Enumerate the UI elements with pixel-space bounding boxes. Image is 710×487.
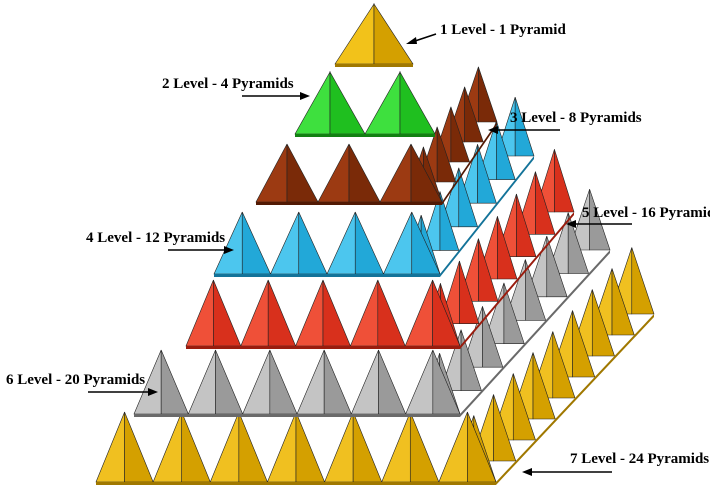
pyramid-layers bbox=[95, 2, 655, 485]
level-5-callout: 5 Level - 16 Pyramids bbox=[566, 205, 710, 228]
level-3-callout: 3 Level - 8 Pyramids bbox=[488, 110, 642, 134]
pyramid-7-front bbox=[381, 411, 411, 483]
pyramid-4-front bbox=[383, 211, 413, 275]
pyramid-7-side bbox=[611, 268, 635, 336]
pyramid-3-side bbox=[436, 126, 457, 183]
pyramid-6-side bbox=[503, 282, 525, 345]
pyramid-6-front bbox=[242, 349, 271, 415]
pyramid-7-side bbox=[591, 289, 615, 357]
level-1-callout: 1 Level - 1 Pyramid bbox=[406, 22, 566, 44]
pyramid-5-side bbox=[516, 193, 537, 257]
pyramid-7-front bbox=[266, 411, 297, 483]
pyramid-2-front bbox=[364, 70, 401, 135]
pyramid-3-front bbox=[379, 143, 412, 203]
pyramid-6-side bbox=[525, 259, 547, 321]
pyramid-3-side bbox=[478, 66, 498, 123]
pyramid-5-front bbox=[267, 279, 297, 347]
pyramid-3-side bbox=[450, 106, 470, 163]
pyramid-4-front bbox=[354, 211, 384, 275]
pyramid-4-front bbox=[270, 211, 300, 275]
level-7-callout: 7 Level - 24 Pyramids bbox=[522, 451, 709, 476]
pyramid-6-front bbox=[215, 349, 244, 415]
pyramid-3-front bbox=[317, 143, 350, 203]
pyramid-7-front bbox=[295, 411, 326, 483]
pyramid-2-front bbox=[399, 70, 436, 135]
pyramid-7-side bbox=[572, 310, 596, 378]
pyramid-7-front bbox=[352, 411, 383, 483]
pyramid-7-side bbox=[493, 394, 517, 462]
pyramid-7-side bbox=[631, 247, 655, 315]
level-1-label: 1 Level - 1 Pyramid bbox=[440, 22, 566, 38]
pyramid-1-front bbox=[334, 2, 375, 65]
level-2-callout: 2 Level - 4 Pyramids bbox=[162, 76, 310, 100]
pyramid-7-front bbox=[95, 411, 125, 483]
pyramid-6-side bbox=[482, 306, 504, 368]
level-3-label: 3 Level - 8 Pyramids bbox=[510, 110, 642, 126]
pyramid-6-front bbox=[296, 349, 325, 415]
pyramid-6-front bbox=[160, 349, 189, 415]
pyramid-4-side bbox=[439, 191, 460, 251]
pyramid-5-front bbox=[185, 279, 214, 347]
pyramid-2-front bbox=[294, 70, 331, 135]
level-7-label: 7 Level - 24 Pyramids bbox=[570, 451, 709, 467]
pyramid-6-front bbox=[378, 349, 407, 415]
pyramid-5-front bbox=[213, 279, 242, 347]
pyramid-7-front bbox=[409, 411, 440, 483]
pyramid-2-front bbox=[329, 70, 366, 135]
pyramid-6-front bbox=[350, 349, 379, 415]
level-2-base bbox=[295, 134, 435, 137]
pyramid-6-side bbox=[567, 212, 589, 274]
pyramid-4-side bbox=[514, 97, 535, 157]
pyramid-5-side bbox=[554, 149, 575, 213]
pyramid-7-front bbox=[152, 411, 183, 483]
pyramid-5-side bbox=[497, 216, 518, 280]
level-5-label: 5 Level - 16 Pyramids bbox=[582, 205, 710, 221]
pyramid-3-front bbox=[286, 143, 319, 203]
level-6-label: 6 Level - 20 Pyramids bbox=[6, 372, 145, 388]
pyramid-4-side bbox=[458, 167, 479, 228]
pyramid-6-front bbox=[405, 349, 434, 415]
level-4-label: 4 Level - 12 Pyramids bbox=[86, 230, 225, 246]
pyramid-5-side bbox=[459, 260, 480, 324]
pyramid-3-front bbox=[255, 143, 288, 203]
pyramid-4-side bbox=[496, 120, 516, 180]
pyramid-7-front bbox=[238, 411, 268, 483]
pyramid-1-front bbox=[373, 2, 414, 65]
pyramid-6-front bbox=[269, 349, 298, 415]
pyramid-7-side bbox=[532, 352, 556, 420]
pyramid-4-front bbox=[298, 211, 328, 275]
pyramid-6-side bbox=[589, 189, 611, 251]
level-2-label: 2 Level - 4 Pyramids bbox=[162, 76, 294, 92]
pyramid-6-side bbox=[460, 329, 482, 391]
pyramid-3-front bbox=[348, 143, 381, 203]
pyramid-5-front bbox=[404, 279, 433, 347]
pyramid-5-front bbox=[322, 279, 351, 347]
pyramid-7-side bbox=[552, 331, 576, 399]
pyramid-4-front bbox=[326, 211, 356, 275]
pyramid-5-front bbox=[295, 279, 324, 347]
pyramid-7-front bbox=[209, 411, 240, 483]
pyramid-4-front bbox=[241, 211, 271, 275]
pyramid-5-front bbox=[377, 279, 406, 347]
pyramid-6-side bbox=[546, 235, 568, 298]
level-4-callout: 4 Level - 12 Pyramids bbox=[86, 230, 234, 254]
level-1-base bbox=[335, 64, 413, 67]
pyramid-7-front bbox=[438, 411, 468, 483]
level-6-callout: 6 Level - 20 Pyramids bbox=[6, 372, 158, 396]
pyramid-6-front bbox=[323, 349, 352, 415]
pyramid-7-side bbox=[512, 373, 536, 441]
pyramid-3-side bbox=[464, 86, 484, 143]
pyramid-5-side bbox=[535, 171, 556, 235]
pyramid-5-front bbox=[240, 279, 269, 347]
pyramid-5-front bbox=[349, 279, 379, 347]
pyramid-7-front bbox=[324, 411, 354, 483]
pyramid-7-front bbox=[124, 411, 154, 483]
pyramid-4-side bbox=[477, 144, 497, 204]
pyramid-6-front bbox=[187, 349, 216, 415]
pyramid-7-front bbox=[181, 411, 211, 483]
pyramid-5-side bbox=[478, 238, 499, 302]
